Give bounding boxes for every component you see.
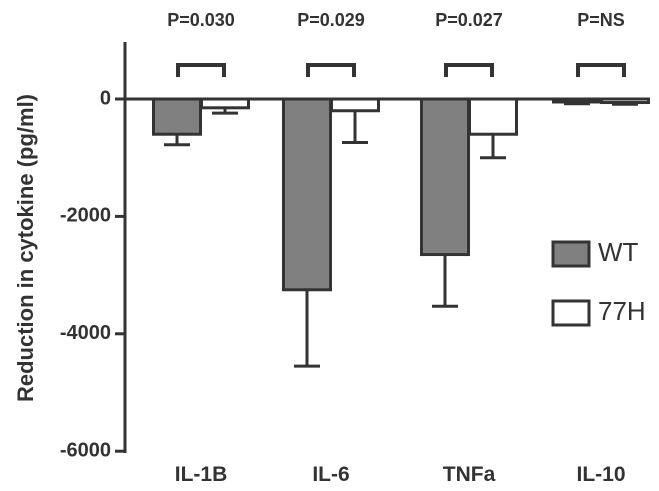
significance-bracket (306, 63, 356, 77)
legend-swatch-77h (551, 299, 591, 327)
p-value-label: P=0.029 (297, 10, 365, 30)
category-label: TNFa (443, 463, 496, 486)
significance-bracket (576, 63, 626, 77)
significance-bracket (444, 63, 494, 77)
bar-wt-il-1b (152, 97, 202, 136)
y-tick-label: -4000 (60, 322, 111, 344)
y-tick-label: -6000 (60, 439, 111, 461)
bar-77h-il-6 (330, 97, 380, 113)
p-value-label: P=0.030 (167, 10, 235, 30)
category-label: IL-1B (175, 463, 228, 486)
bar-wt-il-6 (282, 97, 332, 292)
legend-label-77h: 77H (598, 296, 646, 326)
significance-bracket (176, 63, 226, 77)
y-tick-label: -2000 (60, 205, 111, 227)
legend: WT 77H (551, 237, 646, 327)
plot-area: 0 -2000 -4000 -6000 IL-1B IL-6 TNFa IL-10 P=0.03… (60, 10, 650, 486)
legend-swatch-wt (551, 240, 591, 268)
p-value-label: P=NS (577, 10, 625, 30)
category-label: IL-10 (576, 463, 625, 486)
y-axis-label: Reduction in cytokine (pg/ml) (13, 94, 38, 402)
p-value-label: P=0.027 (435, 10, 503, 30)
category-label: IL-6 (312, 463, 349, 486)
legend-label-wt: WT (598, 237, 639, 267)
y-tick-label: 0 (100, 87, 111, 109)
bar-wt-tnfa (420, 97, 470, 257)
bar-77h-tnfa (468, 97, 518, 136)
